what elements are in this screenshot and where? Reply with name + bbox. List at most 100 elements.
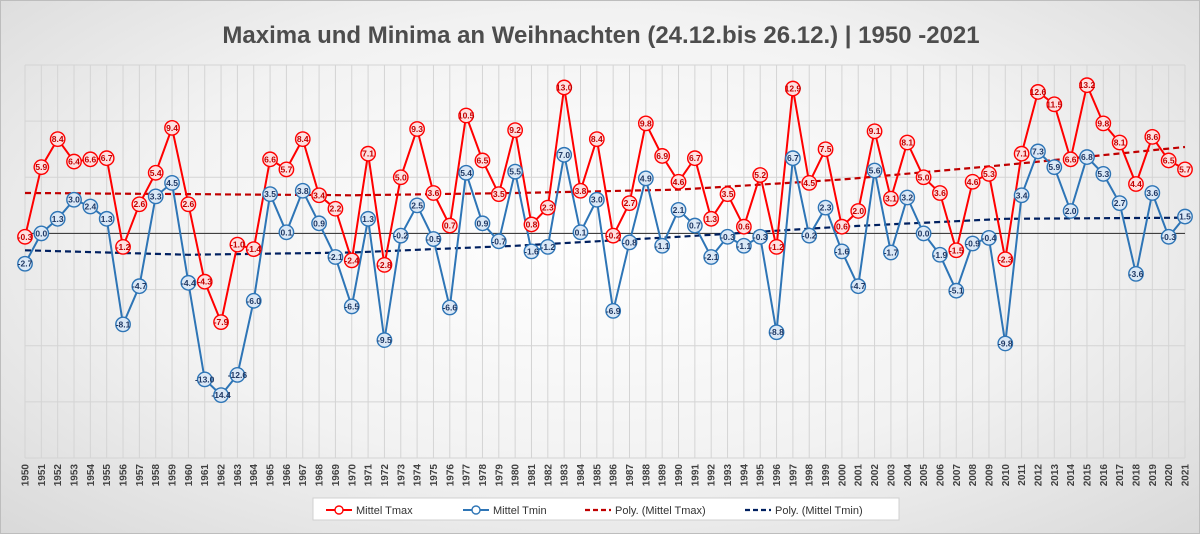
x-tick-label: 1958 [151, 464, 162, 487]
point-marker [98, 150, 115, 167]
data-label: -0.3 [720, 232, 735, 242]
legend-item: Mittel Tmin [463, 505, 547, 517]
data-label: -2.3 [998, 254, 1013, 264]
data-point-tmax: 0.6 [735, 218, 752, 235]
data-label: 3.2 [901, 192, 913, 202]
data-label: 1.3 [362, 214, 374, 224]
data-label: 3.6 [1146, 188, 1158, 198]
point-marker [654, 148, 671, 164]
point-marker [735, 218, 752, 235]
data-label: 0.8 [526, 219, 538, 229]
data-point-tmin: -6.9 [605, 303, 622, 319]
point-marker [686, 150, 703, 167]
data-point-tmin: 3.3 [147, 188, 164, 205]
point-marker [1177, 208, 1193, 225]
data-point-tmin: -9.8 [997, 335, 1014, 352]
data-point-tmin: 3.6 [1144, 185, 1161, 201]
data-point-tmin: 2.5 [409, 197, 426, 214]
point-marker [1046, 96, 1063, 113]
point-marker [915, 225, 932, 242]
data-label: 2.5 [411, 200, 423, 210]
data-label: 5.9 [1048, 162, 1060, 172]
data-label: -5.1 [949, 286, 964, 296]
point-marker [719, 186, 736, 203]
data-label: -3.6 [1129, 269, 1144, 279]
data-label: 12.9 [785, 84, 802, 94]
data-point-tmin: 4.9 [637, 170, 654, 187]
data-label: 0.1 [280, 227, 292, 237]
data-label: 3.5 [493, 189, 505, 199]
data-point-tmax: 0.7 [441, 217, 458, 234]
data-point-tmax: 2.2 [327, 200, 344, 217]
data-point-tmin: -8.8 [768, 324, 785, 341]
data-point-tmax: 3.4 [311, 187, 327, 204]
data-point-tmax: 9.2 [507, 122, 524, 139]
x-tick-label: 2007 [952, 464, 963, 487]
data-point-tmax: -1.4 [245, 241, 262, 258]
point-marker [131, 196, 148, 213]
point-marker [556, 146, 573, 163]
point-marker [17, 255, 33, 272]
data-point-tmin: 3.5 [262, 186, 278, 203]
point-marker [180, 274, 197, 291]
data-point-tmin: 6.8 [1079, 149, 1095, 165]
x-tick-label: 1999 [821, 464, 832, 487]
data-label: 0.6 [836, 222, 848, 232]
x-tick-label: 1993 [723, 464, 734, 487]
data-point-tmin: 0.0 [915, 225, 932, 242]
x-tick-label: 2009 [984, 464, 995, 487]
point-marker [1030, 84, 1046, 100]
data-label: 1.3 [52, 214, 64, 224]
point-marker [719, 228, 736, 245]
legend-marker [471, 505, 481, 515]
data-point-tmin: -0.3 [752, 228, 769, 245]
data-label: 6.8 [1081, 152, 1093, 162]
data-label: -1.2 [116, 242, 131, 252]
data-label: 3.4 [313, 190, 325, 200]
point-marker [425, 185, 442, 201]
data-label: 9.8 [1097, 118, 1109, 128]
chart-title: Maxima und Minima an Weihnachten (24.12.… [222, 22, 979, 49]
point-marker [1144, 128, 1161, 145]
legend-label: Mittel Tmax [356, 505, 413, 517]
data-label: -1.2 [540, 242, 555, 252]
data-label: 4.6 [967, 177, 979, 187]
data-point-tmax: 8.4 [294, 131, 311, 148]
point-marker [441, 299, 458, 316]
x-tick-label: 2013 [1050, 464, 1061, 487]
data-point-tmin: 7.3 [1030, 143, 1046, 160]
data-point-tmax: 8.6 [1144, 128, 1161, 145]
point-marker [605, 303, 622, 319]
point-marker [1095, 115, 1112, 132]
point-marker [703, 210, 720, 227]
data-point-tmax: 5.4 [147, 164, 164, 181]
data-label: -0.8 [622, 237, 637, 247]
data-point-tmin: -1.6 [523, 243, 540, 260]
data-label: 5.5 [509, 167, 521, 177]
point-marker [883, 190, 899, 207]
data-point-tmax: 6.6 [1062, 151, 1079, 168]
data-label: 2.7 [1114, 198, 1126, 208]
data-point-tmax: -2.8 [376, 256, 393, 273]
point-marker [98, 210, 115, 227]
data-label: 1.3 [705, 214, 717, 224]
data-label: -1.2 [769, 242, 784, 252]
point-marker [311, 215, 327, 232]
point-marker [883, 244, 899, 261]
data-point-tmin: 3.4 [1013, 187, 1030, 204]
point-marker [801, 227, 818, 244]
data-label: 13.2 [1079, 80, 1096, 90]
data-label: 11.5 [1046, 99, 1062, 109]
point-marker [964, 173, 981, 190]
data-point-tmax: 5.0 [392, 169, 409, 186]
series-markers: -0.35.98.46.4 6.6 6.7-1.22.65.49.42.6-4.3-… [17, 77, 1193, 404]
data-label: -4.3 [197, 277, 212, 287]
data-label: 5.6 [869, 166, 881, 176]
x-tick-label: 1962 [217, 464, 228, 487]
point-marker [850, 203, 867, 219]
data-label: -0.3 [18, 232, 33, 242]
x-axis-tick-labels: 1950 1951 1952 1953 1954 1955 1956 1957 1958 1959… [21, 464, 1192, 487]
data-label: 9.4 [166, 123, 178, 133]
point-marker [409, 121, 426, 137]
x-tick-label: 1994 [739, 464, 750, 487]
